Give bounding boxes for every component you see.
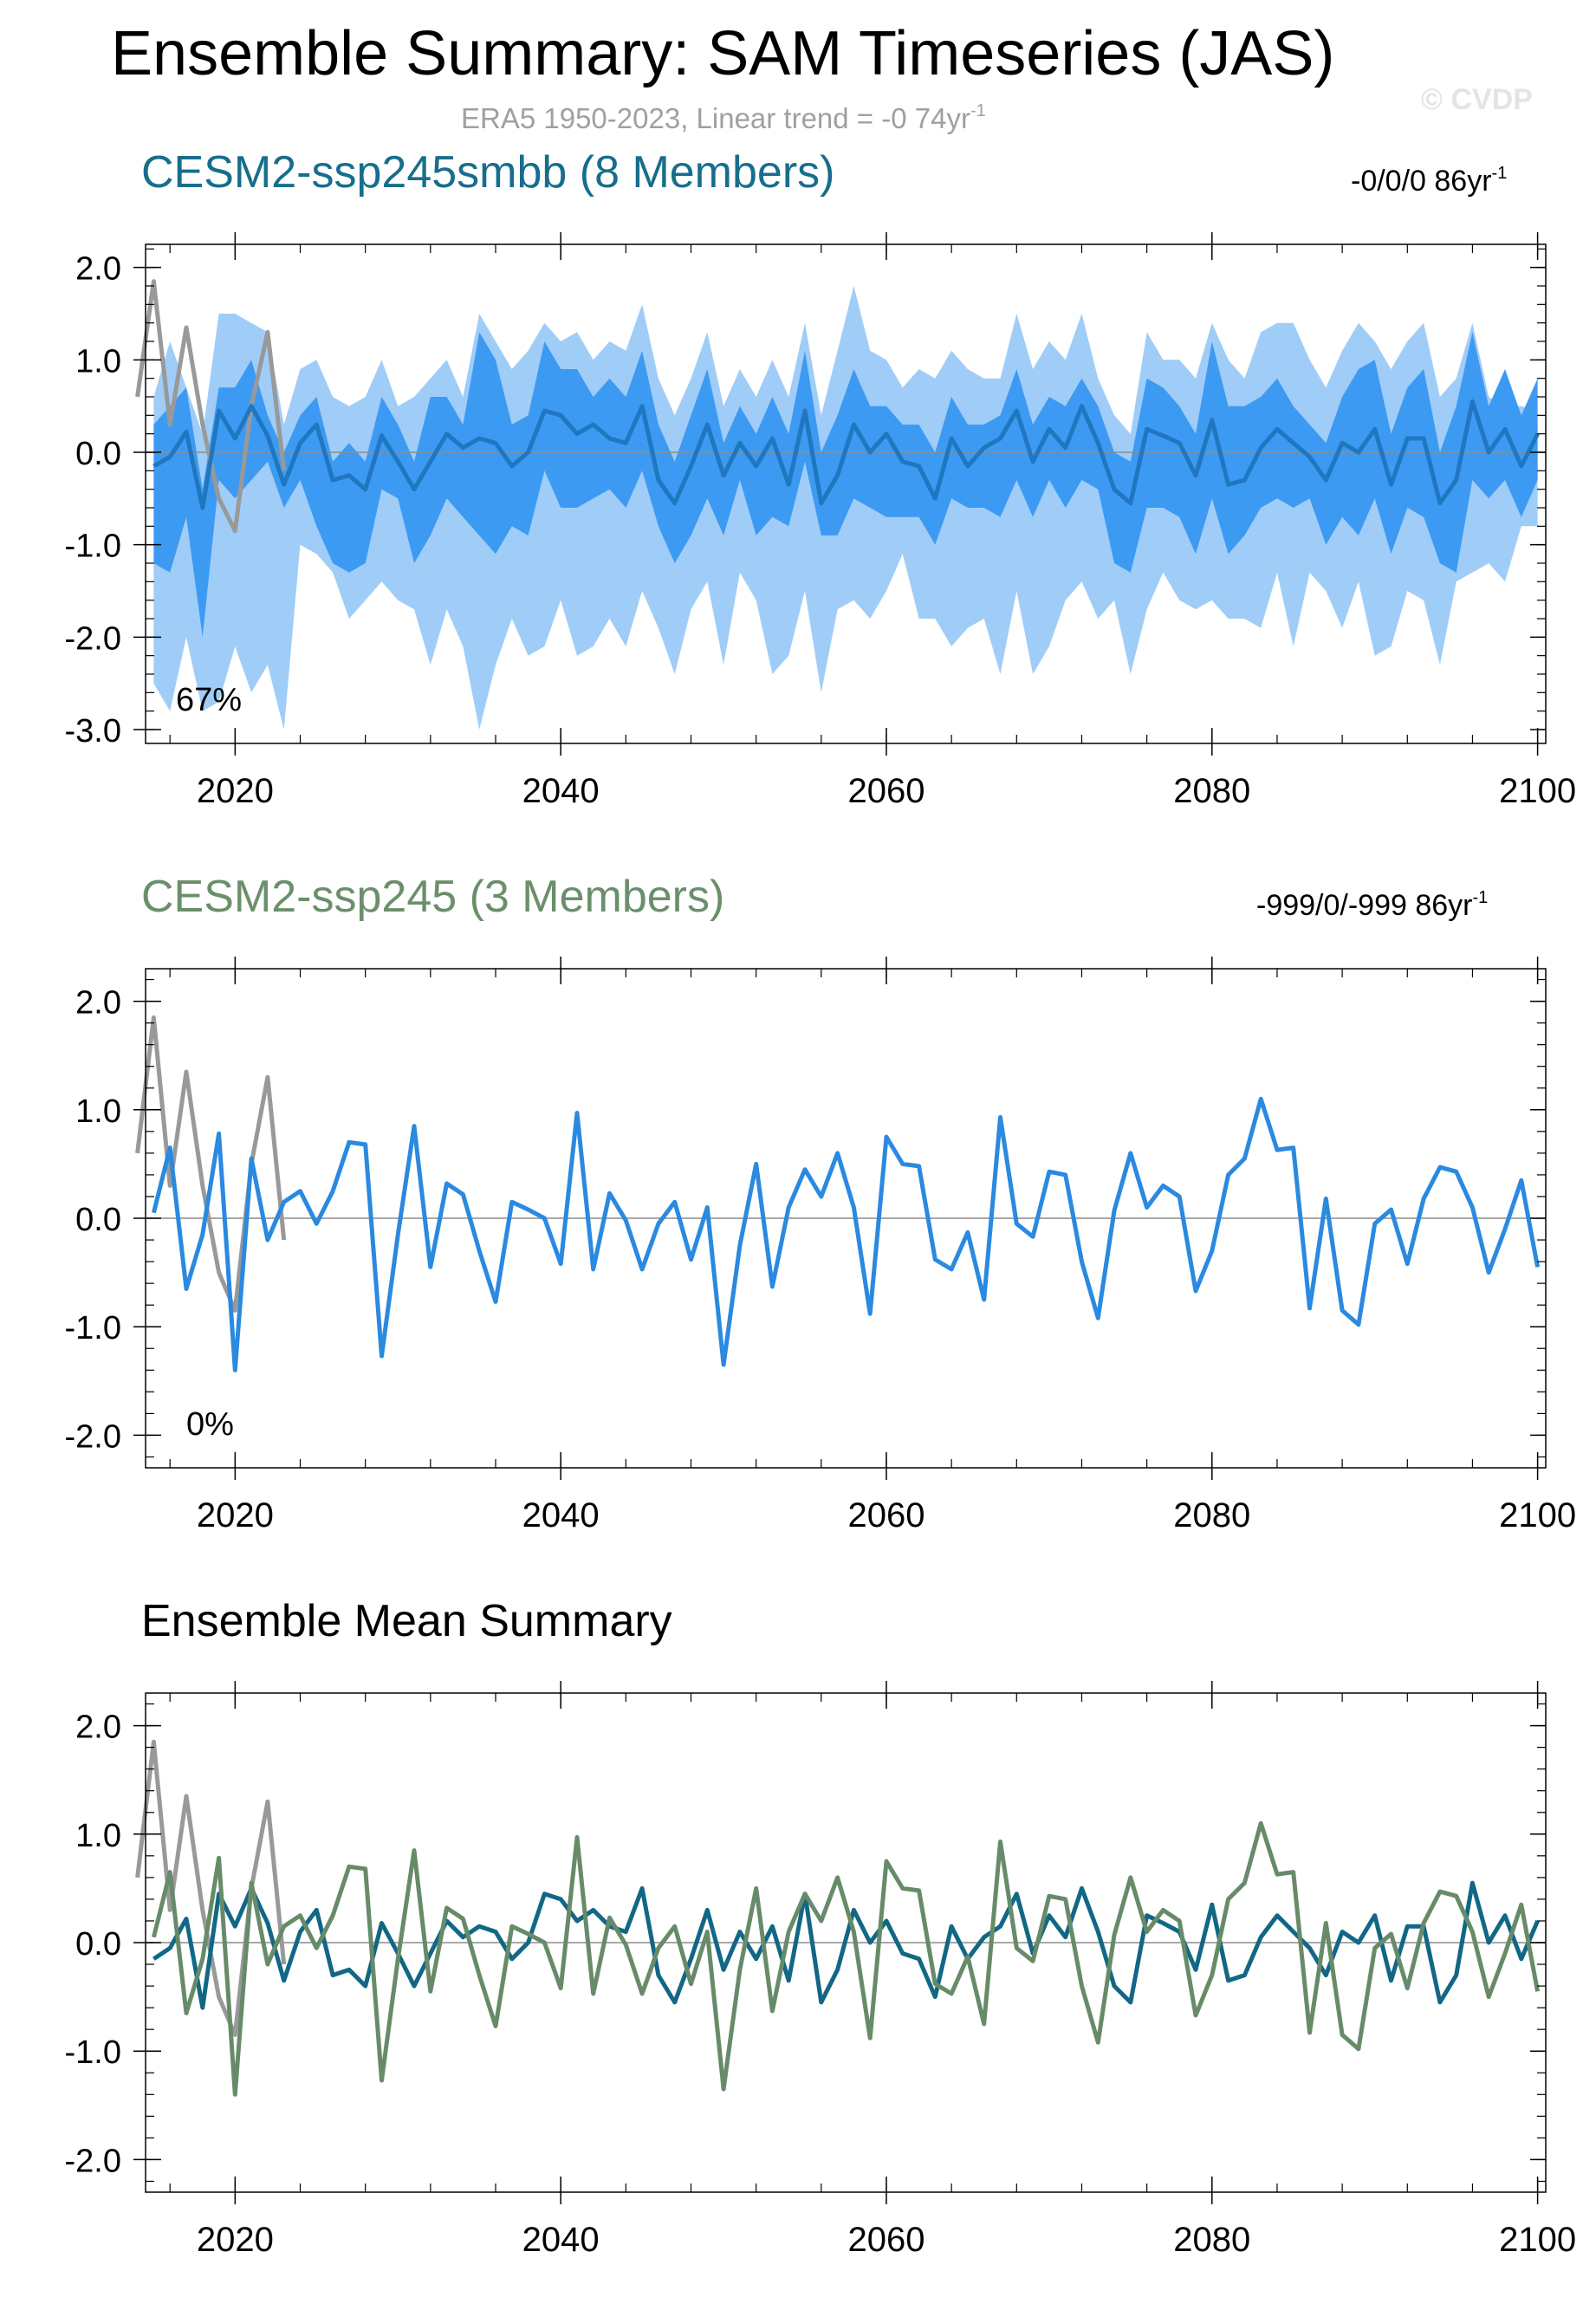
y-tick-label: -2.0 bbox=[65, 1418, 121, 1455]
panel-ens2-trend: -999/0/-999 86yr-1 bbox=[1256, 888, 1488, 922]
y-tick-label: -2.0 bbox=[65, 2143, 121, 2179]
panel-ens2: CESM2-ssp245 (3 Members) -999/0/-999 86y… bbox=[65, 872, 1577, 1535]
y-tick-label: 0.0 bbox=[75, 436, 121, 472]
chart-subtitle: ERA5 1950-2023, Linear trend = -0 74yr-1 bbox=[461, 101, 986, 134]
y-tick-label: 0.0 bbox=[75, 1926, 121, 1963]
x-tick-label: 2020 bbox=[197, 1496, 274, 1535]
x-tick-label: 2100 bbox=[1499, 2221, 1576, 2259]
x-tick-label: 2060 bbox=[847, 1496, 925, 1535]
panel-ens1-trend-sup: -1 bbox=[1492, 164, 1508, 183]
y-tick-label: -1.0 bbox=[65, 2034, 121, 2071]
panel-ens1-plot: 2.0 1.0 0.0 -1.0 -2.0 -3.0 2020 2040 2060 2080 210… bbox=[65, 232, 1576, 810]
panel-ens2-trend-sup: -1 bbox=[1473, 888, 1489, 907]
chart-title: Ensemble Summary: SAM Timeseries (JAS) bbox=[111, 19, 1334, 88]
x-tick-label: 2060 bbox=[847, 772, 925, 810]
y-tick-label: 1.0 bbox=[75, 343, 121, 380]
panel-summary-plot: 2.0 1.0 0.0 -1.0 -2.0 2020 2040 2060 2080 2100 bbox=[65, 1681, 1576, 2259]
ens2-mean-line bbox=[151, 1820, 1541, 2097]
y-tick-label: -1.0 bbox=[65, 1310, 121, 1346]
y-tick-label: 1.0 bbox=[75, 1093, 121, 1130]
x-tick-label: 2080 bbox=[1173, 1496, 1250, 1535]
plot-frame bbox=[145, 243, 1547, 744]
panel-summary: Ensemble Mean Summary 2.01.00.0-1.0-2.02… bbox=[65, 1596, 1577, 2259]
x-tick-label: 2100 bbox=[1499, 1496, 1576, 1535]
panel-ens1: CESM2-ssp245smbb (8 Members) -0/0/0 86yr… bbox=[65, 147, 1577, 810]
panel-ens2-pct-label: 0% bbox=[186, 1406, 234, 1443]
x-tick-label: 2020 bbox=[197, 2221, 274, 2259]
panel-ens2-trend-text: -999/0/-999 86yr bbox=[1256, 889, 1473, 922]
x-tick-label: 2060 bbox=[847, 2221, 925, 2259]
plot-frame bbox=[145, 1692, 1547, 2193]
obs-line bbox=[135, 1739, 287, 2037]
ensemble-mean-line bbox=[152, 399, 1540, 510]
panel-ens2-plot: 2.0 1.0 0.0 -1.0 -2.0 2020 2040 2060 2080 2100 bbox=[65, 957, 1576, 1535]
y-tick-label: 0.0 bbox=[75, 1202, 121, 1238]
plot-frame bbox=[145, 968, 1547, 1469]
panel-ens2-title: CESM2-ssp245 (3 Members) bbox=[141, 872, 724, 922]
watermark: © CVDP bbox=[1421, 83, 1533, 116]
obs-line bbox=[135, 1015, 287, 1313]
subtitle-sup: -1 bbox=[970, 101, 986, 120]
x-tick-label: 2040 bbox=[522, 1496, 600, 1535]
panel-ens1-pct-label: 67% bbox=[176, 682, 242, 718]
y-tick-label: -3.0 bbox=[65, 713, 121, 749]
y-tick-label: 2.0 bbox=[75, 1710, 121, 1746]
ens1-mean-line bbox=[152, 1880, 1540, 2010]
ensemble-mean-line bbox=[151, 1096, 1541, 1372]
x-tick-label: 2040 bbox=[522, 772, 600, 810]
subtitle-text: ERA5 1950-2023, Linear trend = -0 74yr bbox=[461, 102, 970, 134]
x-tick-label: 2080 bbox=[1173, 772, 1250, 810]
x-tick-label: 2100 bbox=[1499, 772, 1576, 810]
y-tick-label: -1.0 bbox=[65, 529, 121, 565]
y-tick-label: 1.0 bbox=[75, 1818, 121, 1854]
x-tick-label: 2080 bbox=[1173, 2221, 1250, 2259]
panel-ens1-title: CESM2-ssp245smbb (8 Members) bbox=[141, 147, 834, 198]
x-tick-label: 2040 bbox=[522, 2221, 600, 2259]
inner-spread-band bbox=[153, 332, 1538, 638]
panel-ens1-trend: -0/0/0 86yr-1 bbox=[1351, 164, 1507, 198]
y-tick-label: 2.0 bbox=[75, 985, 121, 1022]
y-tick-label: 2.0 bbox=[75, 251, 121, 288]
x-tick-label: 2020 bbox=[197, 772, 274, 810]
y-tick-label: -2.0 bbox=[65, 620, 121, 657]
panel-ens1-trend-text: -0/0/0 86yr bbox=[1351, 165, 1492, 198]
panel-summary-title: Ensemble Mean Summary bbox=[141, 1596, 672, 1646]
